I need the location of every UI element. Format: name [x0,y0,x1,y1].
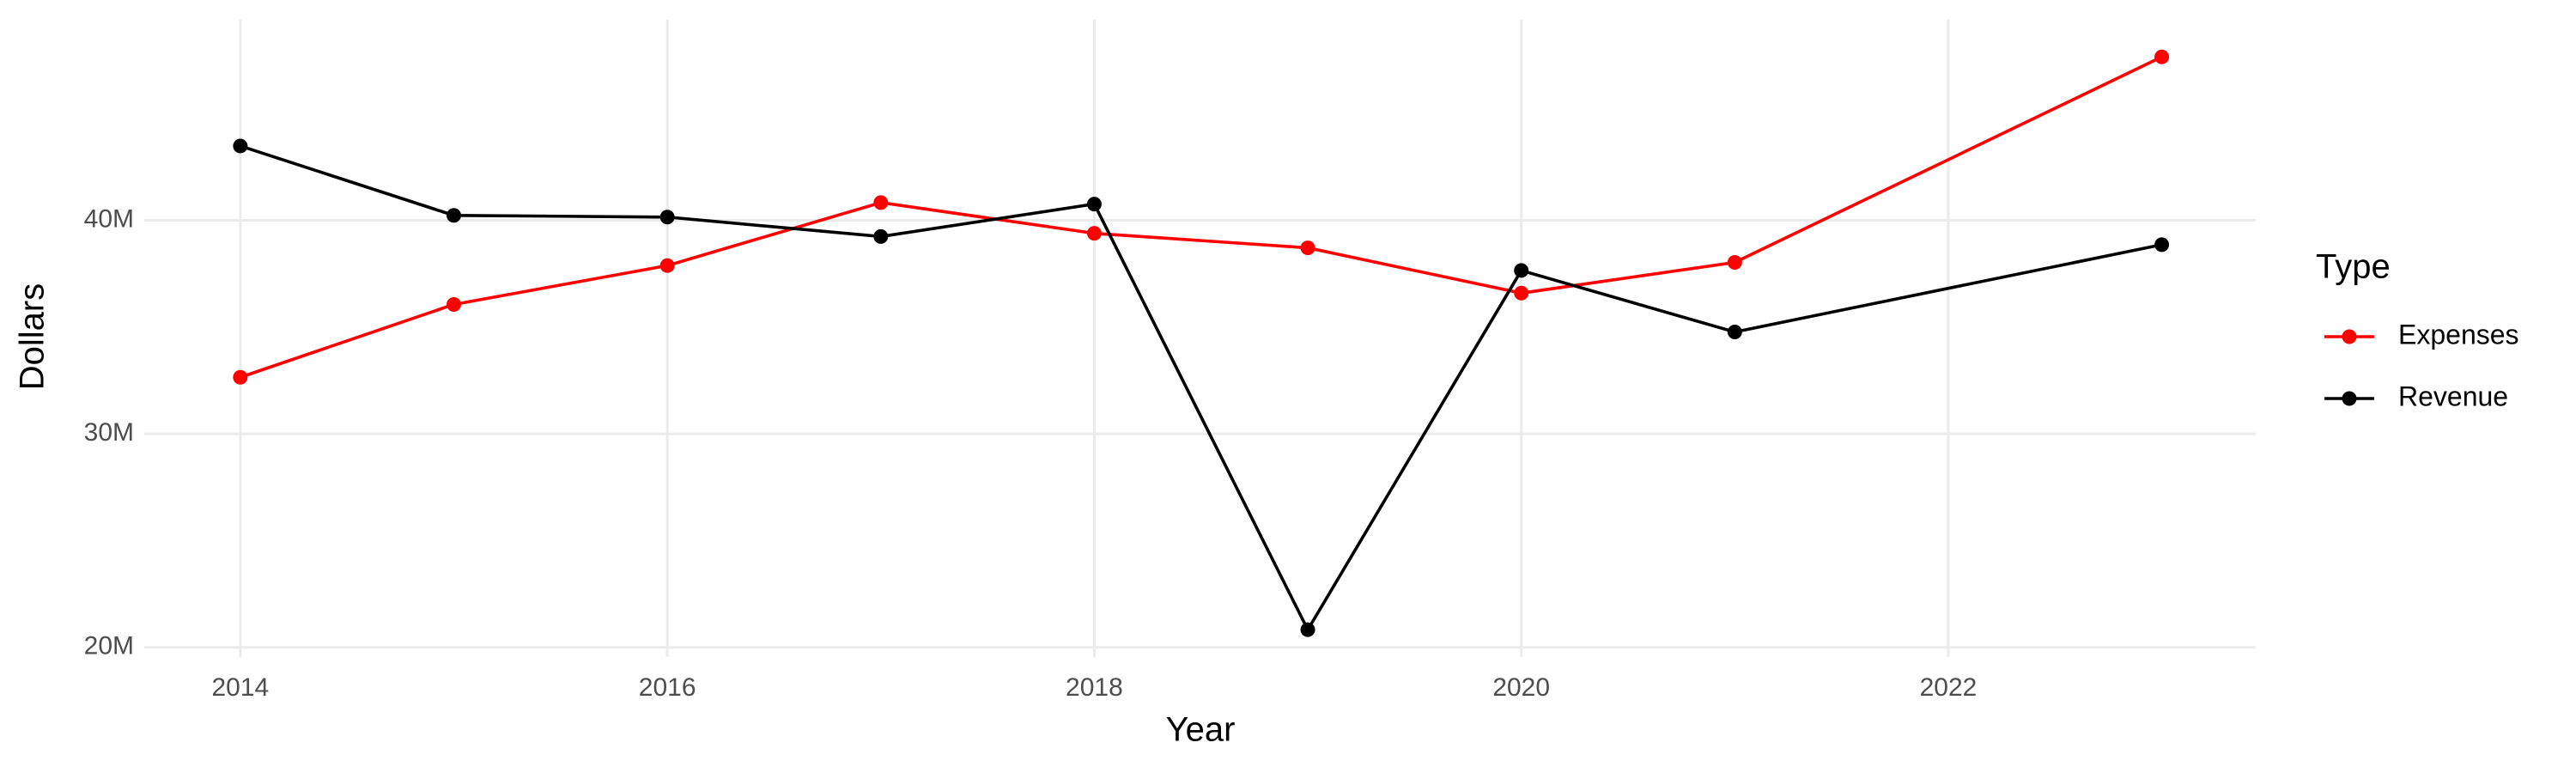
y-tick-label: 40M [84,204,134,233]
point [233,369,248,385]
point [873,195,889,210]
x-tick-label: 2022 [1920,673,1978,702]
x-axis-title: Year [1166,711,1236,749]
point [233,138,248,154]
x-tick-label: 2018 [1066,673,1123,702]
x-tick-label: 2014 [212,673,270,702]
legend-title: Type [2316,248,2391,286]
point [1300,622,1315,637]
y-tick-label: 30M [84,418,134,447]
point [1514,285,1529,301]
point [659,210,675,225]
point [873,228,889,244]
legend-point [2342,329,2357,344]
x-tick-label: 2016 [639,673,696,702]
point [1727,254,1742,270]
point [659,258,675,273]
legend-label: Expenses [2398,319,2519,350]
series-line [240,144,2162,633]
point [2154,237,2170,253]
y-axis-title: Dollars [14,283,52,390]
point [2154,49,2170,64]
legend-label: Revenue [2398,380,2508,411]
legend-point [2342,391,2357,406]
y-tick-label: 20M [84,632,134,660]
point [1727,325,1742,340]
grid [144,20,2256,657]
point [1086,197,1102,212]
x-tick-label: 2020 [1492,673,1550,702]
point [447,208,462,223]
point [447,296,462,312]
point [1300,240,1315,256]
point [1514,263,1529,278]
point [1086,226,1102,241]
